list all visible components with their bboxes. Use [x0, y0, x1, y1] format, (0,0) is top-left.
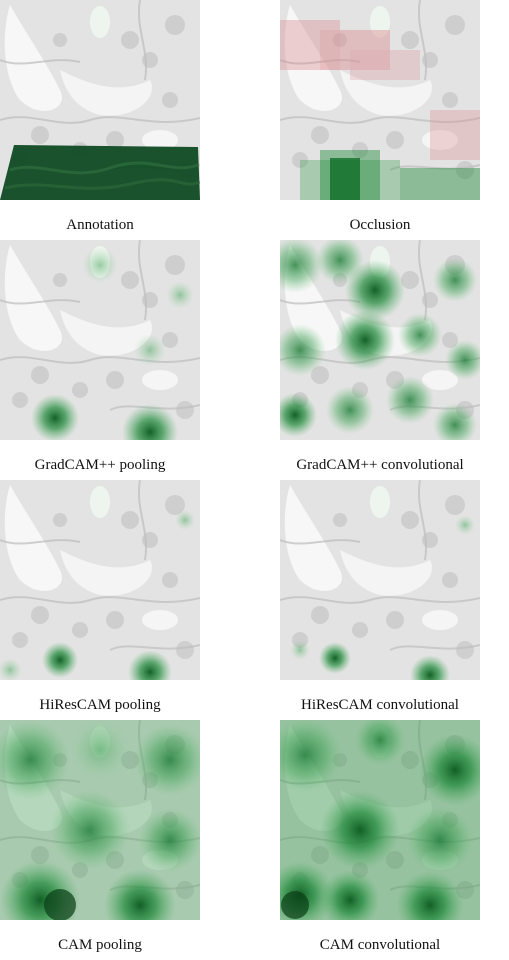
caption-gradcampp-pooling: GradCAM++ pooling [34, 457, 166, 473]
cam-pooling-image [0, 720, 200, 920]
occlusion-image [280, 0, 480, 200]
panel-occlusion [280, 0, 480, 200]
panel-gradcampp-pooling [0, 240, 200, 440]
occlusion-red-region [280, 20, 480, 160]
caption-cam-convolutional: CAM convolutional [319, 937, 441, 953]
caption-gradcampp-convolutional: GradCAM++ convolutional [296, 457, 464, 473]
panel-gradcampp-convolutional [280, 240, 480, 440]
panel-annotation [0, 0, 200, 200]
cam-convolutional-image [280, 720, 480, 920]
hirescam-convolutional-image [280, 480, 480, 680]
caption-annotation: Annotation [66, 217, 134, 233]
panel-cam-pooling [0, 720, 200, 920]
gradcampp-convolutional-image [280, 240, 480, 440]
annotation-mask [0, 145, 200, 200]
caption-hirescam-pooling: HiResCAM pooling [39, 697, 161, 713]
caption-occlusion: Occlusion [349, 217, 411, 233]
caption-cam-pooling: CAM pooling [58, 937, 142, 953]
hirescam-pooling-image [0, 480, 200, 680]
caption-hirescam-convolutional: HiResCAM convolutional [301, 697, 459, 713]
panel-cam-convolutional [280, 720, 480, 920]
occlusion-green-blocks [300, 150, 480, 200]
panel-hirescam-pooling [0, 480, 200, 680]
panel-hirescam-convolutional [280, 480, 480, 680]
gradcampp-pooling-image [0, 240, 200, 440]
annotation-image [0, 0, 200, 200]
